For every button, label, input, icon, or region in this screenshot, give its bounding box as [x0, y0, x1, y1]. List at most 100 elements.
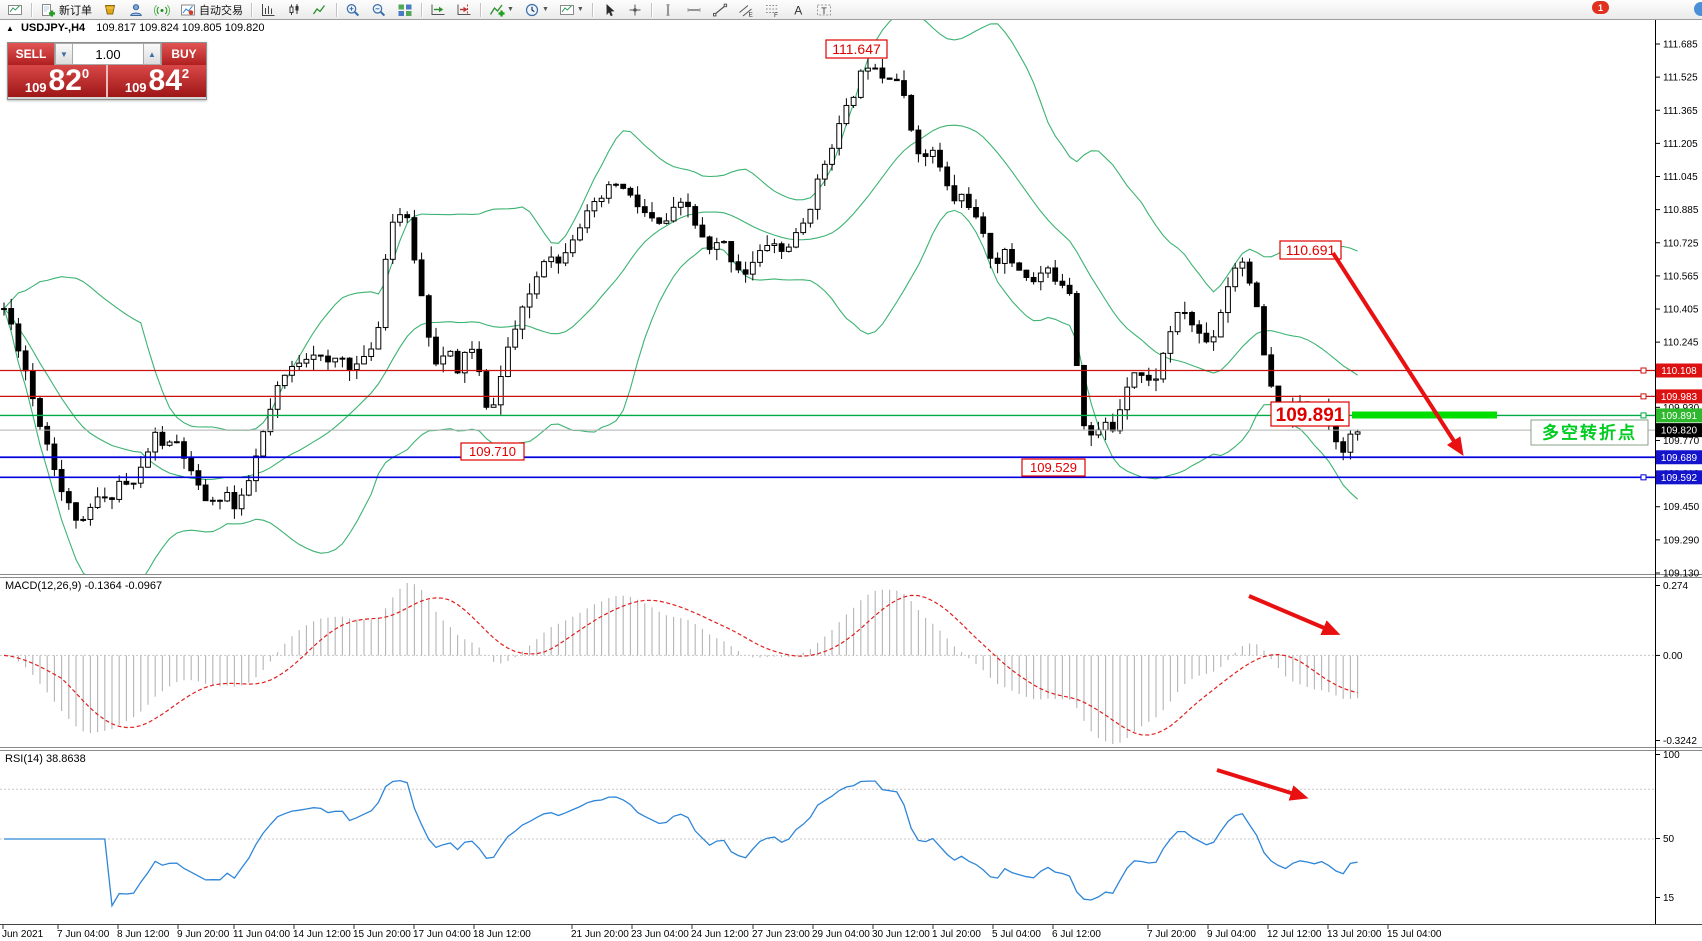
svg-text:111.045: 111.045: [1663, 172, 1698, 183]
green-highlight-bar[interactable]: [1352, 411, 1497, 419]
svg-text:50: 50: [1663, 834, 1675, 845]
svg-text:109.290: 109.290: [1663, 535, 1700, 546]
auto-scroll-icon[interactable]: [425, 1, 451, 18]
price-callout-box[interactable]: [1279, 240, 1342, 260]
price-badge: [1656, 423, 1702, 438]
volume-input[interactable]: [73, 43, 143, 65]
sell-price-prefix: 109: [24, 80, 47, 95]
rsi-line: [4, 779, 1358, 908]
horizontal-lines: [0, 367, 1655, 481]
buy-price[interactable]: 109 84 2: [108, 65, 206, 97]
arrows-icon[interactable]: ▼: [837, 1, 842, 18]
trend-arrow[interactable]: [1331, 251, 1464, 457]
price-callout-box[interactable]: [460, 442, 525, 461]
bar-chart-icon[interactable]: [255, 1, 281, 18]
svg-text:Jun 2021: Jun 2021: [2, 929, 44, 940]
svg-text:110.405: 110.405: [1663, 305, 1699, 316]
price-callout-box[interactable]: [825, 39, 888, 59]
zoom-in-icon[interactable]: [340, 1, 366, 18]
support-icon[interactable]: [123, 1, 149, 18]
bucket-icon[interactable]: [97, 1, 123, 18]
templates-icon[interactable]: ▼: [554, 1, 589, 18]
svg-text:27 Jun 23:00: 27 Jun 23:00: [752, 929, 810, 940]
notification-badge: 1: [1592, 1, 1609, 14]
svg-text:109.450: 109.450: [1663, 502, 1700, 513]
window-icon[interactable]: [2, 1, 28, 18]
price-callout-box[interactable]: [1270, 401, 1350, 427]
trend-arrow[interactable]: [1216, 768, 1309, 801]
price-badges: 110.108 109.983 109.891 109.820 109.689 109.5…: [1656, 363, 1702, 485]
svg-text:5 Jul 04:00: 5 Jul 04:00: [992, 929, 1041, 940]
indicators-icon[interactable]: ▼: [484, 1, 519, 18]
text-icon[interactable]: A: [785, 1, 811, 18]
svg-text:E: E: [748, 11, 753, 17]
trend-arrow[interactable]: [1248, 594, 1341, 636]
svg-text:15 Jul 04:00: 15 Jul 04:00: [1387, 929, 1442, 940]
svg-text:15 Jun 20:00: 15 Jun 20:00: [353, 929, 411, 940]
sell-price[interactable]: 109 82 0: [8, 65, 106, 97]
price-badge: [1656, 389, 1702, 404]
toolbar-separator: [421, 2, 422, 17]
vertical-line-icon[interactable]: [655, 1, 681, 18]
volume-decrease-button[interactable]: ▼: [55, 43, 73, 65]
note-box[interactable]: [1530, 419, 1649, 446]
time-axis: Jun 2021 7 Jun 04:00 8 Jun 12:00 9 Jun 20:0…: [2, 925, 1442, 940]
chart-shift-icon[interactable]: [451, 1, 477, 18]
line-handle[interactable]: [1640, 474, 1647, 481]
buy-price-sup: 2: [181, 66, 190, 81]
macd-signal-line: [3, 594, 1358, 736]
buy-button[interactable]: BUY: [161, 43, 206, 65]
price-divider: [106, 65, 108, 97]
sell-button[interactable]: SELL: [8, 43, 55, 65]
candle-chart-icon[interactable]: [281, 1, 307, 18]
svg-text:23 Jun 04:00: 23 Jun 04:00: [631, 929, 689, 940]
crosshair-icon[interactable]: [622, 1, 648, 18]
svg-text:109.770: 109.770: [1663, 436, 1700, 447]
broadcast-icon[interactable]: [149, 1, 175, 18]
svg-text:110.885: 110.885: [1663, 205, 1699, 216]
cursor-icon[interactable]: [596, 1, 622, 18]
svg-text:111.685: 111.685: [1663, 40, 1698, 51]
channel-icon[interactable]: E: [733, 1, 759, 18]
svg-text:110.108: 110.108: [1661, 366, 1697, 377]
svg-text:109.891: 109.891: [1661, 411, 1698, 422]
horizontal-line-icon[interactable]: [681, 1, 707, 18]
svg-text:-0.3242: -0.3242: [1663, 736, 1697, 747]
svg-text:9 Jun 20:00: 9 Jun 20:00: [177, 929, 230, 940]
svg-text:109.820: 109.820: [1661, 426, 1698, 437]
fibonacci-icon[interactable]: F: [759, 1, 785, 18]
tile-windows-icon[interactable]: [392, 1, 418, 18]
line-chart-icon[interactable]: [307, 1, 333, 18]
ohlc-values: 109.817 109.824 109.805 109.820: [96, 22, 265, 34]
label-icon[interactable]: T: [811, 1, 837, 18]
svg-text:111.647: 111.647: [832, 41, 881, 57]
collapse-arrow-icon[interactable]: ▲: [6, 24, 14, 33]
price-badge: [1656, 470, 1702, 485]
periods-icon[interactable]: ▼: [519, 1, 554, 18]
svg-text:0.00: 0.00: [1663, 651, 1683, 662]
sell-price-big: 82: [48, 64, 82, 98]
svg-text:1 Jul 20:00: 1 Jul 20:00: [932, 929, 981, 940]
volume-increase-button[interactable]: ▲: [143, 43, 161, 65]
toolbar-separator: [480, 2, 481, 17]
svg-text:111.205: 111.205: [1663, 139, 1698, 150]
svg-text:18 Jun 12:00: 18 Jun 12:00: [473, 929, 531, 940]
svg-text:13 Jul 20:00: 13 Jul 20:00: [1327, 929, 1382, 940]
line-handle[interactable]: [1640, 367, 1647, 374]
note-text: 多空转折点: [1542, 423, 1637, 443]
price-callout-box[interactable]: [1021, 458, 1086, 477]
svg-text:12 Jul 12:00: 12 Jul 12:00: [1267, 929, 1322, 940]
trendline-icon[interactable]: [707, 1, 733, 18]
price-callouts: 111.647 110.691 109.891 109.710 109.529: [460, 39, 1350, 477]
autotrading-button[interactable]: 自动交易: [175, 1, 248, 18]
zoom-out-icon[interactable]: [366, 1, 392, 18]
new-order-button[interactable]: 新订单: [35, 1, 97, 18]
svg-text:9 Jul 04:00: 9 Jul 04:00: [1207, 929, 1256, 940]
svg-text:110.725: 110.725: [1663, 238, 1699, 249]
line-handle[interactable]: [1640, 393, 1647, 400]
svg-text:14 Jun 12:00: 14 Jun 12:00: [293, 929, 351, 940]
line-handle[interactable]: [1640, 412, 1647, 419]
svg-text:11 Jun 04:00: 11 Jun 04:00: [233, 929, 291, 940]
